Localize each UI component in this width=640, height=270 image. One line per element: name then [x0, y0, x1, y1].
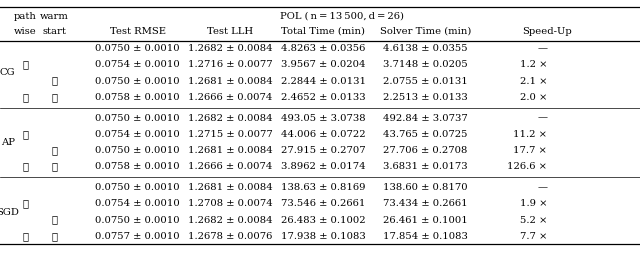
- Text: POL ( n = 13 500, d = 26): POL ( n = 13 500, d = 26): [280, 12, 404, 21]
- Text: 0.0754 ± 0.0010: 0.0754 ± 0.0010: [95, 200, 180, 208]
- Text: 0.0754 ± 0.0010: 0.0754 ± 0.0010: [95, 130, 180, 139]
- Text: Test RMSE: Test RMSE: [109, 26, 166, 36]
- Text: ✓: ✓: [22, 200, 29, 208]
- Text: Solver Time (min): Solver Time (min): [380, 26, 471, 36]
- Text: 1.2682 ± 0.0084: 1.2682 ± 0.0084: [188, 216, 273, 225]
- Text: 5.2 ×: 5.2 ×: [520, 216, 547, 225]
- Text: ✓: ✓: [51, 93, 58, 102]
- Text: 0.0750 ± 0.0010: 0.0750 ± 0.0010: [95, 76, 180, 86]
- Text: 0.0750 ± 0.0010: 0.0750 ± 0.0010: [95, 44, 180, 53]
- Text: 0.0758 ± 0.0010: 0.0758 ± 0.0010: [95, 162, 180, 171]
- Text: 1.2715 ± 0.0077: 1.2715 ± 0.0077: [188, 130, 273, 139]
- Text: 1.2681 ± 0.0084: 1.2681 ± 0.0084: [188, 146, 273, 155]
- Text: 0.0750 ± 0.0010: 0.0750 ± 0.0010: [95, 146, 180, 155]
- Text: 73.434 ± 0.2661: 73.434 ± 0.2661: [383, 200, 468, 208]
- Text: 26.483 ± 0.1002: 26.483 ± 0.1002: [281, 216, 365, 225]
- Text: 492.84 ± 3.0737: 492.84 ± 3.0737: [383, 114, 468, 123]
- Text: 43.765 ± 0.0725: 43.765 ± 0.0725: [383, 130, 468, 139]
- Text: 3.8962 ± 0.0174: 3.8962 ± 0.0174: [281, 162, 365, 171]
- Text: —: —: [537, 44, 547, 53]
- Text: 73.546 ± 0.2661: 73.546 ± 0.2661: [281, 200, 365, 208]
- Text: 4.8263 ± 0.0356: 4.8263 ± 0.0356: [281, 44, 365, 53]
- Text: 0.0750 ± 0.0010: 0.0750 ± 0.0010: [95, 183, 180, 192]
- Text: 2.0755 ± 0.0131: 2.0755 ± 0.0131: [383, 76, 468, 86]
- Text: 138.63 ± 0.8169: 138.63 ± 0.8169: [281, 183, 365, 192]
- Text: Total Time (min): Total Time (min): [281, 26, 365, 36]
- Text: ✓: ✓: [22, 93, 29, 102]
- Text: 0.0750 ± 0.0010: 0.0750 ± 0.0010: [95, 114, 180, 123]
- Text: ✓: ✓: [22, 130, 29, 139]
- Text: 7.7 ×: 7.7 ×: [520, 232, 547, 241]
- Text: —: —: [537, 183, 547, 192]
- Text: ✓: ✓: [22, 60, 29, 69]
- Text: ✓: ✓: [51, 76, 58, 86]
- Text: 1.2716 ± 0.0077: 1.2716 ± 0.0077: [188, 60, 273, 69]
- Text: wise: wise: [14, 26, 37, 36]
- Text: 1.2682 ± 0.0084: 1.2682 ± 0.0084: [188, 114, 273, 123]
- Text: 17.854 ± 0.1083: 17.854 ± 0.1083: [383, 232, 468, 241]
- Text: Speed-Up: Speed-Up: [522, 26, 572, 36]
- Text: 1.2708 ± 0.0074: 1.2708 ± 0.0074: [188, 200, 273, 208]
- Text: 3.6831 ± 0.0173: 3.6831 ± 0.0173: [383, 162, 468, 171]
- Text: ✓: ✓: [51, 146, 58, 155]
- Text: 17.938 ± 0.1083: 17.938 ± 0.1083: [281, 232, 365, 241]
- Text: 3.9567 ± 0.0204: 3.9567 ± 0.0204: [281, 60, 365, 69]
- Text: 44.006 ± 0.0722: 44.006 ± 0.0722: [281, 130, 365, 139]
- Text: 2.0 ×: 2.0 ×: [520, 93, 547, 102]
- Text: ✓: ✓: [51, 216, 58, 225]
- Text: 11.2 ×: 11.2 ×: [513, 130, 547, 139]
- Text: 1.9 ×: 1.9 ×: [520, 200, 547, 208]
- Text: CG: CG: [0, 68, 15, 77]
- Text: path: path: [14, 12, 37, 21]
- Text: 27.706 ± 0.2708: 27.706 ± 0.2708: [383, 146, 468, 155]
- Text: 126.6 ×: 126.6 ×: [508, 162, 547, 171]
- Text: 26.461 ± 0.1001: 26.461 ± 0.1001: [383, 216, 468, 225]
- Text: 0.0757 ± 0.0010: 0.0757 ± 0.0010: [95, 232, 180, 241]
- Text: 27.915 ± 0.2707: 27.915 ± 0.2707: [281, 146, 365, 155]
- Text: —: —: [537, 114, 547, 123]
- Text: 2.1 ×: 2.1 ×: [520, 76, 547, 86]
- Text: 1.2682 ± 0.0084: 1.2682 ± 0.0084: [188, 44, 273, 53]
- Text: Test LLH: Test LLH: [207, 26, 253, 36]
- Text: 1.2666 ± 0.0074: 1.2666 ± 0.0074: [188, 162, 273, 171]
- Text: ✓: ✓: [22, 162, 29, 171]
- Text: 138.60 ± 0.8170: 138.60 ± 0.8170: [383, 183, 468, 192]
- Text: ✓: ✓: [51, 162, 58, 171]
- Text: 1.2678 ± 0.0076: 1.2678 ± 0.0076: [188, 232, 273, 241]
- Text: 17.7 ×: 17.7 ×: [513, 146, 547, 155]
- Text: 0.0754 ± 0.0010: 0.0754 ± 0.0010: [95, 60, 180, 69]
- Text: 3.7148 ± 0.0205: 3.7148 ± 0.0205: [383, 60, 468, 69]
- Text: SGD: SGD: [0, 208, 19, 217]
- Text: 1.2666 ± 0.0074: 1.2666 ± 0.0074: [188, 93, 273, 102]
- Text: 1.2681 ± 0.0084: 1.2681 ± 0.0084: [188, 183, 273, 192]
- Text: ✓: ✓: [22, 232, 29, 241]
- Text: 4.6138 ± 0.0355: 4.6138 ± 0.0355: [383, 44, 468, 53]
- Text: 2.2844 ± 0.0131: 2.2844 ± 0.0131: [281, 76, 365, 86]
- Text: 0.0758 ± 0.0010: 0.0758 ± 0.0010: [95, 93, 180, 102]
- Text: ✓: ✓: [51, 232, 58, 241]
- Text: 0.0750 ± 0.0010: 0.0750 ± 0.0010: [95, 216, 180, 225]
- Text: 2.2513 ± 0.0133: 2.2513 ± 0.0133: [383, 93, 468, 102]
- Text: 1.2 ×: 1.2 ×: [520, 60, 547, 69]
- Text: start: start: [42, 26, 67, 36]
- Text: 493.05 ± 3.0738: 493.05 ± 3.0738: [281, 114, 365, 123]
- Text: 2.4652 ± 0.0133: 2.4652 ± 0.0133: [281, 93, 365, 102]
- Text: AP: AP: [1, 138, 15, 147]
- Text: warm: warm: [40, 12, 69, 21]
- Text: 1.2681 ± 0.0084: 1.2681 ± 0.0084: [188, 76, 273, 86]
